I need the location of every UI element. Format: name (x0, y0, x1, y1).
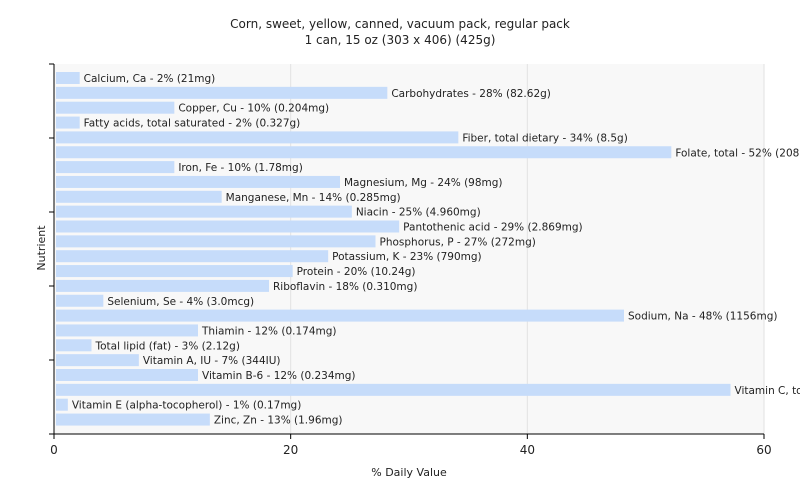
bar-label-23: Zinc, Zn - 13% (1.96mg) (214, 415, 343, 427)
bar-15 (56, 294, 104, 307)
bar-label-5: Folate, total - 52% (208mcg) (675, 147, 800, 159)
bar-label-10: Pantothenic acid - 29% (2.869mg) (403, 222, 582, 234)
chart-title: Corn, sweet, yellow, canned, vacuum pack… (230, 17, 570, 31)
bar-11 (56, 235, 376, 248)
bar-label-20: Vitamin B-6 - 12% (0.234mg) (202, 370, 356, 382)
bar-label-11: Phosphorus, P - 27% (272mg) (380, 236, 536, 248)
bar-22 (56, 398, 68, 411)
bar-6 (56, 161, 175, 174)
bar-23 (56, 413, 210, 426)
bar-2 (56, 101, 175, 114)
bar-label-13: Protein - 20% (10.24g) (297, 266, 416, 278)
bar-label-22: Vitamin E (alpha-tocopherol) - 1% (0.17m… (72, 400, 302, 412)
bar-18 (56, 339, 92, 352)
bar-5 (56, 146, 672, 159)
bar-label-1: Carbohydrates - 28% (82.62g) (391, 88, 551, 100)
x-tick-label-3: 60 (756, 443, 771, 457)
bar-label-18: Total lipid (fat) - 3% (2.12g) (95, 340, 240, 352)
bar-label-14: Riboflavin - 18% (0.310mg) (273, 281, 417, 293)
bar-4 (56, 131, 459, 144)
bar-20 (56, 369, 198, 381)
bar-13 (56, 265, 293, 278)
x-tick-label-0: 0 (50, 443, 58, 457)
bar-label-12: Potassium, K - 23% (790mg) (332, 251, 482, 263)
bar-3 (56, 116, 80, 129)
bar-21 (56, 383, 731, 396)
x-axis-title: % Daily Value (371, 466, 447, 479)
bar-16 (56, 309, 624, 322)
x-tick-label-2: 40 (520, 443, 535, 457)
bar-7 (56, 175, 340, 188)
bars: Calcium, Ca - 2% (21mg) Carbohydrates - 2… (56, 72, 800, 427)
bar-9 (56, 205, 352, 218)
x-tick-label-1: 20 (283, 443, 298, 457)
bar-1 (56, 86, 388, 99)
bar-label-2: Copper, Cu - 10% (0.204mg) (178, 103, 329, 115)
bar-8 (56, 190, 222, 203)
bar-14 (56, 279, 269, 292)
axes: 0 20 40 60 (49, 63, 772, 457)
bar-label-9: Niacin - 25% (4.960mg) (356, 207, 481, 219)
bar-label-6: Iron, Fe - 10% (1.78mg) (178, 162, 302, 174)
bar-label-3: Fatty acids, total saturated - 2% (0.327… (84, 118, 301, 130)
bar-label-4: Fiber, total dietary - 34% (8.5g) (462, 132, 627, 144)
bar-label-19: Vitamin A, IU - 7% (344IU) (143, 355, 281, 367)
bar-label-15: Selenium, Se - 4% (3.0mcg) (107, 296, 254, 308)
bar-label-8: Manganese, Mn - 14% (0.285mg) (226, 192, 401, 204)
bar-10 (56, 220, 400, 233)
bar-label-17: Thiamin - 12% (0.174mg) (201, 325, 337, 337)
y-axis-title: Nutrient (35, 225, 48, 271)
bar-label-21: Vitamin C, total ascorbic acid - 57% (34… (735, 385, 800, 397)
bar-label-0: Calcium, Ca - 2% (21mg) (84, 73, 216, 85)
chart-subtitle: 1 can, 15 oz (303 x 406) (425g) (305, 33, 496, 47)
bar-17 (56, 324, 198, 337)
gridlines (290, 64, 765, 434)
bar-19 (56, 354, 139, 367)
bar-label-7: Magnesium, Mg - 24% (98mg) (344, 177, 503, 189)
bar-0 (56, 72, 80, 84)
bar-label-16: Sodium, Na - 48% (1156mg) (628, 311, 777, 323)
bar-12 (56, 250, 329, 263)
